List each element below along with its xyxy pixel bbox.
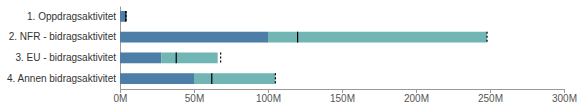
- x-tick-label: 150M: [330, 93, 355, 104]
- chart: 1. Oppdragsaktivitet 2. NFR - bidragsakti…: [0, 0, 580, 109]
- x-tick-label: 50M: [185, 93, 204, 104]
- x-tick-label: 250M: [478, 93, 503, 104]
- y-tick-label: 4. Annen bidragsaktivitet: [7, 73, 116, 84]
- x-tick-label: 300M: [552, 93, 577, 104]
- y-tick: 4. Annen bidragsaktivitet: [7, 73, 116, 84]
- marker-line: [486, 32, 487, 43]
- bar: [161, 52, 217, 63]
- y-tick: 3. EU - bidragsaktivitet: [15, 52, 116, 63]
- marker-line: [220, 52, 221, 63]
- y-tick-label: 1. Oppdragsaktivitet: [27, 11, 116, 22]
- x-tick-label: 200M: [404, 93, 429, 104]
- x-tick: 50M: [185, 89, 204, 104]
- x-tick: 200M: [404, 89, 429, 104]
- y-tick-label: 3. EU - bidragsaktivitet: [15, 52, 116, 63]
- marker-series: [126, 11, 298, 84]
- x-tick: 0M: [114, 89, 128, 104]
- y-tick: 1. Oppdragsaktivitet: [27, 11, 116, 22]
- x-axis: 0M 50M 100M 150M 200M 250M 300M: [114, 89, 577, 104]
- marker-line: [211, 73, 212, 84]
- bar: [194, 73, 275, 84]
- marker-series: [126, 11, 487, 84]
- bar-series: [161, 32, 487, 84]
- bar: [125, 11, 126, 22]
- marker-line: [125, 11, 126, 22]
- y-tick: 2. NFR - bidragsaktivitet: [9, 31, 116, 42]
- bar: [120, 73, 194, 84]
- x-tick: 100M: [256, 89, 281, 104]
- y-tick-label: 2. NFR - bidragsaktivitet: [9, 31, 116, 42]
- bar-series: [120, 11, 268, 84]
- x-tick-label: 100M: [256, 93, 281, 104]
- bar: [120, 32, 268, 43]
- marker-line: [275, 73, 276, 84]
- y-axis: 1. Oppdragsaktivitet 2. NFR - bidragsakti…: [7, 7, 120, 90]
- bar: [268, 32, 487, 43]
- x-tick-label: 0M: [114, 93, 128, 104]
- x-tick: 250M: [478, 89, 503, 104]
- marker-line: [125, 11, 126, 22]
- plot-area: [120, 11, 487, 84]
- bar: [120, 52, 161, 63]
- x-tick: 300M: [552, 89, 577, 104]
- bar: [120, 11, 126, 22]
- marker-line: [297, 32, 298, 43]
- x-tick: 150M: [330, 89, 355, 104]
- marker-line: [176, 52, 177, 63]
